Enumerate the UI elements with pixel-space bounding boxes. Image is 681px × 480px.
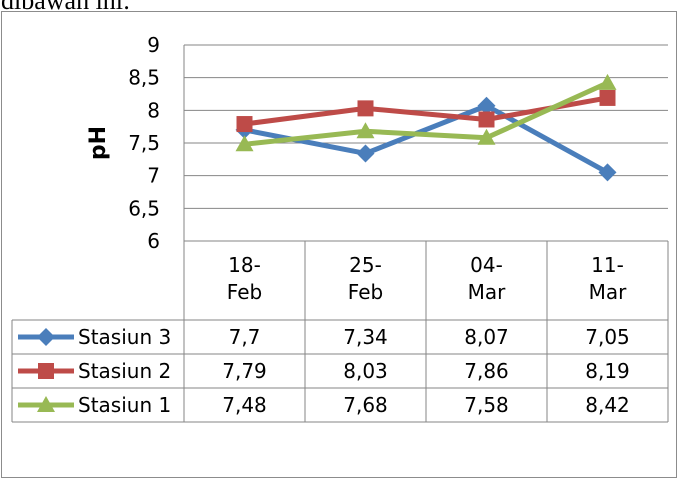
table-cell-value: 7,86 [464, 359, 509, 383]
y-tick-label: 8 [147, 98, 160, 122]
series-line [245, 98, 608, 124]
data-point [237, 116, 253, 132]
x-tick-label: 11- [591, 253, 624, 277]
y-tick-label: 7 [147, 164, 160, 188]
table-cell-value: 8,03 [343, 359, 388, 383]
data-point [600, 90, 616, 106]
y-tick-label: 6 [147, 229, 160, 253]
table-cell-value: 7,48 [222, 393, 267, 417]
table-cell-value: 7,58 [464, 393, 509, 417]
x-tick-label: 04- [470, 253, 503, 277]
data-point [479, 111, 495, 127]
table-cell-value: 7,34 [343, 325, 388, 349]
y-tick-label: 9 [147, 33, 160, 57]
legend-label: Stasiun 2 [78, 359, 171, 383]
table-cell-value: 8,07 [464, 325, 509, 349]
data-point [358, 100, 374, 116]
legend-key-marker [38, 363, 54, 379]
table-cell-value: 7,7 [229, 325, 261, 349]
series-layer [236, 74, 617, 182]
y-tick-label: 7,5 [128, 131, 160, 155]
x-tick-label: 25- [349, 253, 382, 277]
x-tick-label: Feb [227, 280, 262, 304]
x-tick-label: Mar [468, 280, 507, 304]
legend-key-marker [37, 328, 55, 346]
table-cell-value: 7,05 [585, 325, 630, 349]
data-point [357, 144, 375, 162]
y-tick-label: 8,5 [128, 66, 160, 90]
x-tick-label: 18- [228, 253, 261, 277]
legend-label: Stasiun 3 [78, 325, 171, 349]
table-cell-value: 8,42 [585, 393, 630, 417]
data-point [599, 74, 617, 90]
y-axis-label: pH [86, 126, 111, 160]
x-tick-label: Feb [348, 280, 383, 304]
legend-label: Stasiun 1 [78, 393, 171, 417]
table-cell-value: 7,68 [343, 393, 388, 417]
table-cell-value: 8,19 [585, 359, 630, 383]
table-cell-value: 7,79 [222, 359, 267, 383]
y-tick-label: 6,5 [128, 196, 160, 220]
x-tick-label: Mar [589, 280, 628, 304]
